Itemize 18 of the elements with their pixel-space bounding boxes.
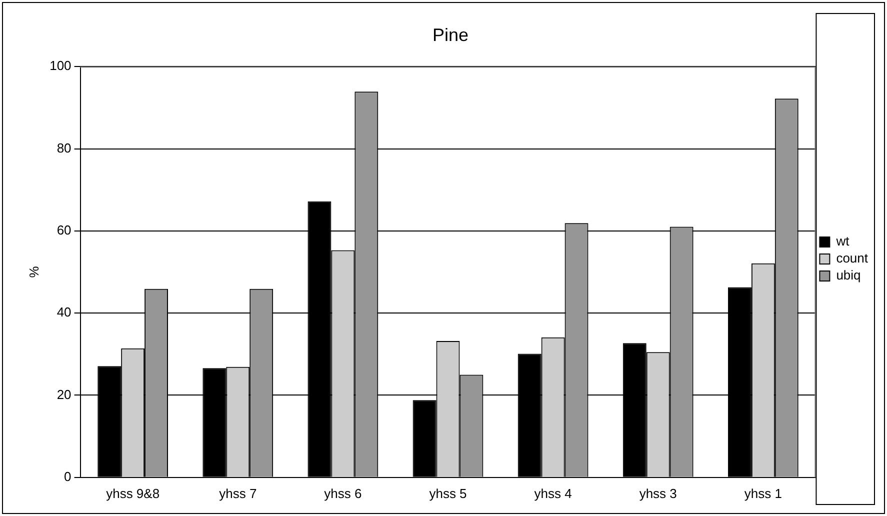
x-tick-label: yhss 3 xyxy=(639,486,677,501)
x-tick-label: yhss 9&8 xyxy=(106,486,160,501)
x-tick-label: yhss 5 xyxy=(429,486,467,501)
x-tick-label: yhss 1 xyxy=(744,486,782,501)
legend-label: count xyxy=(836,250,868,266)
y-axis-title: % xyxy=(26,266,42,278)
y-tick-label: 0 xyxy=(64,468,72,484)
x-tick-label: yhss 6 xyxy=(324,486,362,501)
chart-title: Pine xyxy=(432,24,469,45)
y-tick-label: 20 xyxy=(56,386,72,402)
legend-label: wt xyxy=(835,234,850,249)
x-tick-label: yhss 7 xyxy=(219,486,257,501)
x-tick-label: yhss 4 xyxy=(534,486,572,501)
legend-label: ubiq xyxy=(836,268,861,283)
y-tick-label: 60 xyxy=(56,222,72,238)
y-tick-label: 100 xyxy=(50,58,72,74)
y-tick-label: 40 xyxy=(56,304,72,320)
y-tick-label: 80 xyxy=(56,140,72,156)
